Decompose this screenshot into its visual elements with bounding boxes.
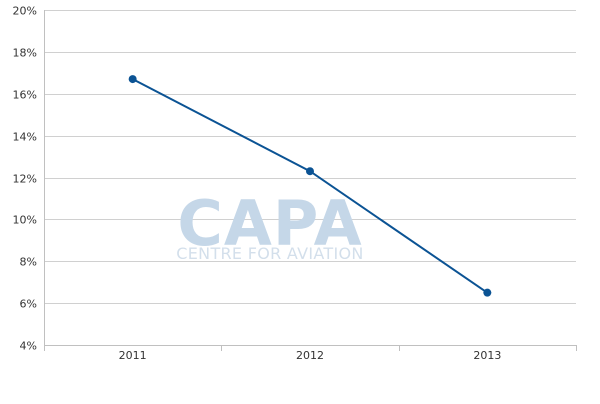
chart-container: CAPA CENTRE FOR AVIATION 4% 6% 8% 10% 12% 14%… (0, 0, 600, 400)
x-tick-label: 2013 (473, 349, 501, 362)
y-tick-label: 18% (13, 47, 37, 60)
series (129, 75, 492, 297)
x-axis-tick-labels: 2011 2012 2013 (119, 349, 502, 362)
x-tick-label: 2011 (119, 349, 147, 362)
y-tick-label: 12% (13, 173, 37, 186)
y-tick-label: 20% (13, 5, 37, 18)
axes (44, 10, 577, 351)
y-tick-label: 4% (20, 340, 37, 353)
watermark-logo: CAPA CENTRE FOR AVIATION (176, 187, 363, 263)
y-tick-label: 10% (13, 214, 37, 227)
y-axis-tick-labels: 4% 6% 8% 10% 12% 14% 16% 18% 20% (13, 5, 37, 353)
data-point[interactable] (306, 167, 314, 175)
y-tick-label: 14% (13, 131, 37, 144)
data-point[interactable] (483, 289, 491, 297)
data-point[interactable] (129, 75, 137, 83)
y-tick-label: 8% (20, 256, 37, 269)
watermark-tagline: CENTRE FOR AVIATION (176, 244, 363, 263)
y-tick-label: 6% (20, 298, 37, 311)
line-chart: CAPA CENTRE FOR AVIATION 4% 6% 8% 10% 12% 14%… (0, 0, 600, 400)
x-tick-label: 2012 (296, 349, 324, 362)
y-tick-label: 16% (13, 89, 37, 102)
